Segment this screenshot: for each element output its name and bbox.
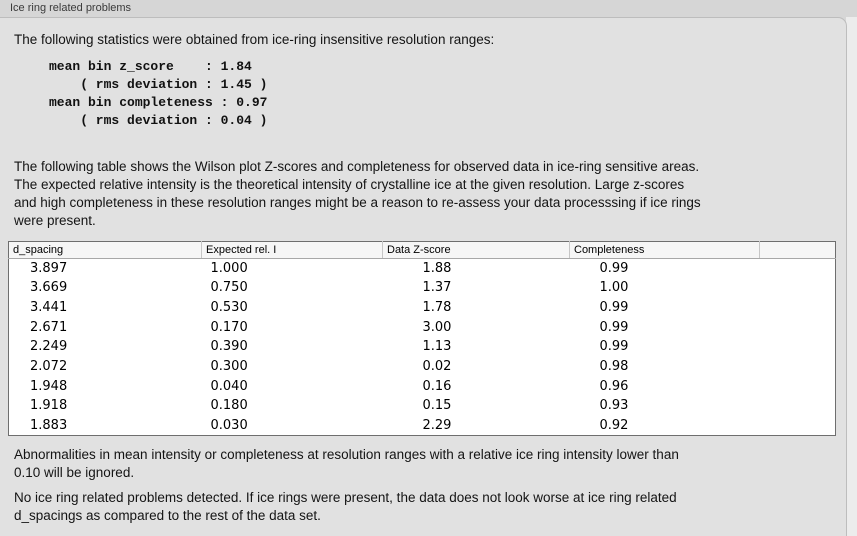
table-cell xyxy=(760,357,836,377)
table-cell: 0.750 xyxy=(210,280,248,296)
table-cell: 0.99 xyxy=(599,261,629,277)
note-line: 0.10 will be ignored. xyxy=(14,464,135,480)
table-cell: 0.99 xyxy=(599,319,629,335)
table-cell: 0.040 xyxy=(210,378,248,394)
table-cell: 0.16 xyxy=(422,378,452,394)
table-row[interactable]: 1.948 0.040 0.16 0.96 xyxy=(9,376,836,396)
table-cell: 0.99 xyxy=(599,300,629,316)
table-cell: 0.390 xyxy=(210,339,248,355)
table-cell: 2.671 xyxy=(30,319,68,335)
column-header-expected-rel-i[interactable]: Expected rel. I xyxy=(201,241,383,259)
conclusion-line: d_spacings as compared to the rest of th… xyxy=(14,507,321,523)
table-row[interactable]: 1.918 0.180 0.15 0.93 xyxy=(9,396,836,416)
stat-line-z-rms: ( rms deviation : 1.45 ) xyxy=(49,77,268,92)
scroll-gutter[interactable] xyxy=(846,17,857,536)
stats-block: mean bin z_score : 1.84 ( rms deviation … xyxy=(49,58,846,130)
table-cell: 0.98 xyxy=(599,359,629,375)
table-cell: 0.530 xyxy=(210,300,248,316)
table-cell: 2.249 xyxy=(30,339,68,355)
column-header-d-spacing[interactable]: d_spacing xyxy=(8,241,202,259)
note-text: Abnormalities in mean intensity or compl… xyxy=(14,446,846,482)
table-cell xyxy=(760,259,836,279)
intro-line: The following statistics were obtained f… xyxy=(14,32,495,47)
table-cell: 2.29 xyxy=(422,417,452,433)
table-cell: 3.441 xyxy=(30,300,68,316)
table-cell: 3.00 xyxy=(422,319,452,335)
table-cell xyxy=(760,337,836,357)
description-text: The following table shows the Wilson plo… xyxy=(14,158,846,230)
description-line: were present. xyxy=(14,213,96,228)
table-cell: 3.669 xyxy=(30,280,68,296)
table-cell: 0.92 xyxy=(599,417,629,433)
table-row[interactable]: 3.441 0.530 1.78 0.99 xyxy=(9,298,836,318)
table-cell: 0.300 xyxy=(210,359,248,375)
table-cell: 0.030 xyxy=(210,417,248,433)
table-cell: 1.948 xyxy=(30,378,68,394)
conclusion-line: No ice ring related problems detected. I… xyxy=(14,489,677,505)
table-cell xyxy=(760,396,836,416)
table-row[interactable]: 2.671 0.170 3.00 0.99 xyxy=(9,317,836,337)
table-cell: 1.000 xyxy=(210,261,248,277)
stat-line-mean-completeness: mean bin completeness : 0.97 xyxy=(49,95,268,110)
description-line: and high completeness in these resolutio… xyxy=(14,195,701,210)
table-cell: 1.37 xyxy=(422,280,452,296)
table-cell: 1.78 xyxy=(422,300,452,316)
intro-text: The following statistics were obtained f… xyxy=(14,31,846,49)
table-header-row: d_spacing Expected rel. I Data Z-score C… xyxy=(8,241,836,259)
table-cell: 0.93 xyxy=(599,398,629,414)
table-cell: 1.883 xyxy=(30,417,68,433)
table-cell: 0.15 xyxy=(422,398,452,414)
stat-line-mean-z-score: mean bin z_score : 1.84 xyxy=(49,59,252,74)
table-cell: 0.180 xyxy=(210,398,248,414)
table-body: 3.897 1.000 1.88 0.99 3.669 0.750 1.37 1.00 3.44… xyxy=(9,259,836,436)
conclusion-text: No ice ring related problems detected. I… xyxy=(14,489,846,525)
table-cell: 3.897 xyxy=(30,261,68,277)
table-cell xyxy=(760,278,836,298)
table-cell: 1.918 xyxy=(30,398,68,414)
column-header-empty[interactable] xyxy=(759,241,836,259)
column-header-data-z-score[interactable]: Data Z-score xyxy=(382,241,570,259)
table-cell xyxy=(760,298,836,318)
ice-ring-group-box: The following statistics were obtained f… xyxy=(0,17,847,536)
table-cell xyxy=(760,376,836,396)
group-box-title: Ice ring related problems xyxy=(10,2,132,14)
table-row[interactable]: 2.072 0.300 0.02 0.98 xyxy=(9,357,836,377)
table-cell: 2.072 xyxy=(30,359,68,375)
table-cell xyxy=(760,416,836,436)
table-row[interactable]: 3.669 0.750 1.37 1.00 xyxy=(9,278,836,298)
description-line: The following table shows the Wilson plo… xyxy=(14,159,700,174)
stat-line-completeness-rms: ( rms deviation : 0.04 ) xyxy=(49,113,268,128)
table-cell: 0.99 xyxy=(599,339,629,355)
ice-ring-table: d_spacing Expected rel. I Data Z-score C… xyxy=(8,241,836,436)
table-cell xyxy=(760,317,836,337)
table-row[interactable]: 1.883 0.030 2.29 0.92 xyxy=(9,416,836,436)
table-cell: 1.00 xyxy=(599,280,629,296)
table-cell: 0.96 xyxy=(599,378,629,394)
group-box-header-strip: Ice ring related problems xyxy=(0,0,857,17)
table-cell: 0.170 xyxy=(210,319,248,335)
description-line: The expected relative intensity is the t… xyxy=(14,177,685,192)
table-row[interactable]: 3.897 1.000 1.88 0.99 xyxy=(9,259,836,279)
table-cell: 1.88 xyxy=(422,261,452,277)
column-header-completeness[interactable]: Completeness xyxy=(569,241,760,259)
table-cell: 1.13 xyxy=(422,339,452,355)
table-cell: 0.02 xyxy=(422,359,452,375)
table-row[interactable]: 2.249 0.390 1.13 0.99 xyxy=(9,337,836,357)
note-line: Abnormalities in mean intensity or compl… xyxy=(14,446,679,462)
